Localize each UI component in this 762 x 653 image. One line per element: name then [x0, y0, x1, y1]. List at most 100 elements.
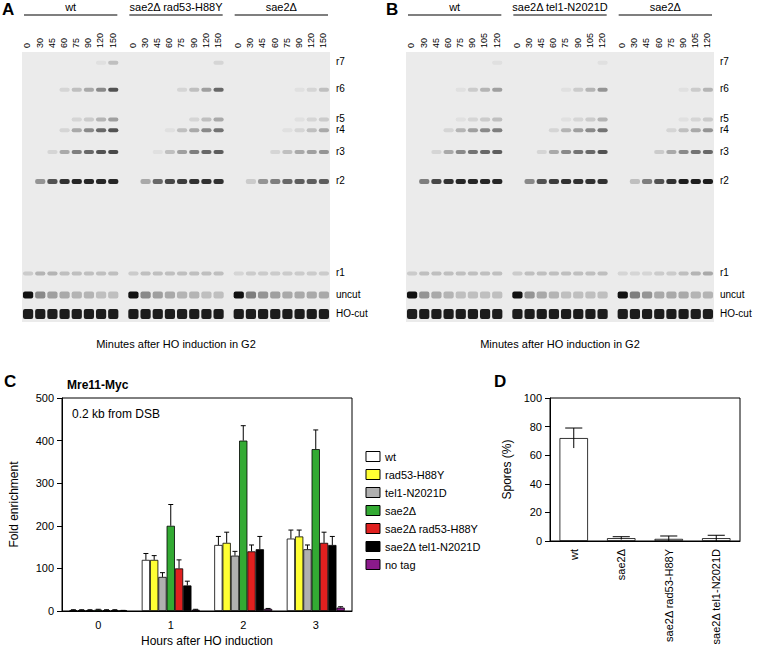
svg-text:Hours after HO induction: Hours after HO induction: [141, 634, 273, 648]
svg-text:r1: r1: [720, 267, 729, 278]
svg-text:40: 40: [530, 478, 542, 490]
svg-text:Mre11-Myc: Mre11-Myc: [67, 378, 129, 392]
svg-text:sae2Δ tel1-N2021D: sae2Δ tel1-N2021D: [385, 541, 480, 553]
svg-text:100: 100: [524, 392, 542, 404]
svg-text:wt: wt: [568, 549, 580, 561]
svg-text:r4: r4: [720, 124, 729, 135]
svg-text:r6: r6: [336, 83, 345, 94]
svg-text:100: 100: [36, 562, 54, 574]
svg-text:105: 105: [479, 33, 489, 48]
svg-text:r3: r3: [720, 146, 729, 157]
svg-text:r3: r3: [336, 146, 345, 157]
svg-text:1: 1: [168, 619, 174, 631]
svg-text:120: 120: [95, 33, 105, 48]
svg-text:0: 0: [128, 43, 138, 48]
svg-text:150: 150: [108, 33, 118, 48]
svg-text:90: 90: [573, 38, 583, 48]
svg-text:45: 45: [152, 38, 162, 48]
svg-text:r4: r4: [336, 124, 345, 135]
svg-text:60: 60: [654, 38, 664, 48]
svg-text:60: 60: [443, 38, 453, 48]
svg-text:r5: r5: [336, 113, 345, 124]
svg-text:30: 30: [35, 38, 45, 48]
svg-text:HO-cut: HO-cut: [720, 308, 752, 319]
svg-text:45: 45: [257, 38, 267, 48]
svg-text:90: 90: [467, 38, 477, 48]
svg-text:60: 60: [270, 38, 280, 48]
svg-text:r7: r7: [720, 56, 729, 67]
svg-text:0: 0: [536, 535, 542, 547]
svg-text:45: 45: [431, 38, 441, 48]
svg-text:30: 30: [629, 38, 639, 48]
svg-text:0: 0: [95, 619, 101, 631]
svg-text:120: 120: [492, 33, 502, 48]
svg-text:75: 75: [560, 38, 570, 48]
svg-text:30: 30: [140, 38, 150, 48]
svg-text:30: 30: [245, 38, 255, 48]
svg-text:HO-cut: HO-cut: [336, 308, 368, 319]
svg-text:90: 90: [83, 38, 93, 48]
svg-text:Minutes after HO induction in: Minutes after HO induction in G2: [96, 338, 256, 350]
svg-text:sae2Δ: sae2Δ: [615, 548, 627, 580]
svg-text:0.2 kb from DSB: 0.2 kb from DSB: [72, 407, 160, 421]
svg-text:30: 30: [524, 38, 534, 48]
svg-text:500: 500: [36, 392, 54, 404]
svg-text:60: 60: [530, 449, 542, 461]
svg-text:60: 60: [164, 38, 174, 48]
svg-text:75: 75: [71, 38, 81, 48]
svg-text:150: 150: [213, 33, 223, 48]
svg-text:120: 120: [306, 33, 316, 48]
svg-text:Spores (%): Spores (%): [500, 439, 514, 499]
svg-text:45: 45: [536, 38, 546, 48]
svg-text:60: 60: [548, 38, 558, 48]
svg-text:2: 2: [240, 619, 246, 631]
svg-text:wt: wt: [64, 1, 76, 13]
svg-text:75: 75: [666, 38, 676, 48]
svg-text:0: 0: [48, 605, 54, 617]
svg-text:90: 90: [189, 38, 199, 48]
svg-text:45: 45: [47, 38, 57, 48]
svg-text:rad53-H88Y: rad53-H88Y: [385, 469, 445, 481]
svg-text:uncut: uncut: [336, 289, 361, 300]
svg-text:120: 120: [201, 33, 211, 48]
svg-text:300: 300: [36, 477, 54, 489]
svg-text:r6: r6: [720, 83, 729, 94]
svg-text:sae2Δ rad53-H88Y: sae2Δ rad53-H88Y: [130, 1, 224, 13]
svg-text:0: 0: [233, 43, 243, 48]
svg-text:90: 90: [678, 38, 688, 48]
svg-text:400: 400: [36, 435, 54, 447]
svg-text:20: 20: [530, 506, 542, 518]
svg-text:3: 3: [313, 619, 319, 631]
svg-text:105: 105: [585, 33, 595, 48]
svg-text:sae2Δ: sae2Δ: [385, 505, 417, 517]
svg-text:120: 120: [702, 33, 712, 48]
svg-text:0: 0: [617, 43, 627, 48]
svg-text:r1: r1: [336, 267, 345, 278]
svg-text:45: 45: [641, 38, 651, 48]
svg-text:75: 75: [282, 38, 292, 48]
svg-text:r2: r2: [720, 175, 729, 186]
svg-text:sae2Δ tel1-N2021D: sae2Δ tel1-N2021D: [512, 1, 607, 13]
svg-text:105: 105: [690, 33, 700, 48]
svg-text:150: 150: [318, 33, 328, 48]
svg-text:75: 75: [176, 38, 186, 48]
svg-text:80: 80: [530, 421, 542, 433]
svg-text:60: 60: [59, 38, 69, 48]
svg-text:120: 120: [597, 33, 607, 48]
svg-text:30: 30: [419, 38, 429, 48]
svg-text:wt: wt: [384, 451, 396, 463]
svg-text:sae2Δ rad53-H88Y: sae2Δ rad53-H88Y: [663, 548, 675, 642]
svg-text:200: 200: [36, 520, 54, 532]
svg-text:Fold enrichment: Fold enrichment: [7, 461, 21, 548]
svg-text:90: 90: [294, 38, 304, 48]
svg-text:0: 0: [22, 43, 32, 48]
svg-text:Minutes after HO induction in: Minutes after HO induction in G2: [480, 338, 640, 350]
svg-text:sae2Δ tel1-N2021D: sae2Δ tel1-N2021D: [710, 549, 722, 644]
svg-text:0: 0: [406, 43, 416, 48]
svg-text:0: 0: [512, 43, 522, 48]
svg-text:r5: r5: [720, 113, 729, 124]
svg-text:75: 75: [455, 38, 465, 48]
svg-text:r7: r7: [336, 56, 345, 67]
svg-text:sae2Δ: sae2Δ: [266, 1, 298, 13]
svg-text:uncut: uncut: [720, 289, 745, 300]
